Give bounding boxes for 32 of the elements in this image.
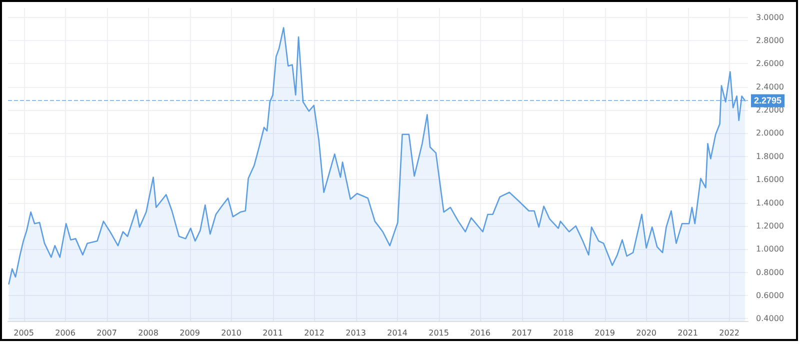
y-tick-label: 0.6000 <box>756 290 784 300</box>
x-tick-label: 2021 <box>678 328 698 338</box>
y-tick-label: 0.8000 <box>756 268 784 277</box>
y-tick-label: 2.6000 <box>756 59 784 68</box>
y-tick-label: 0.4000 <box>756 314 784 324</box>
x-tick-label: 2017 <box>512 328 532 338</box>
x-tick-label: 2014 <box>387 328 408 338</box>
x-tick-label: 2009 <box>180 328 200 338</box>
x-tick-label: 2007 <box>96 328 117 338</box>
x-tick-label: 2019 <box>594 328 615 338</box>
x-tick-label: 2016 <box>470 328 490 338</box>
y-tick-label: 2.8000 <box>756 36 784 45</box>
x-tick-label: 2013 <box>346 328 366 338</box>
x-tick-label: 2011 <box>262 328 283 338</box>
x-tick-label: 2006 <box>55 328 76 338</box>
y-tick-label: 1.2000 <box>756 221 784 230</box>
x-tick-label: 2020 <box>636 328 656 338</box>
y-tick-label: 1.6000 <box>756 175 784 184</box>
ref-line-label: 2.2795 <box>754 96 782 106</box>
y-tick-label: 1.0000 <box>756 244 784 254</box>
x-tick-label: 2012 <box>304 328 324 338</box>
y-tick-label: 1.4000 <box>756 198 784 208</box>
y-tick-label: 1.8000 <box>756 152 784 161</box>
y-tick-label: 2.0000 <box>756 128 784 138</box>
x-tick-label: 2010 <box>221 328 242 338</box>
x-tick-label: 2008 <box>138 328 158 338</box>
x-tick-label: 2018 <box>553 328 574 338</box>
y-tick-label: 3.0000 <box>756 12 784 22</box>
x-tick-label: 2022 <box>719 328 740 338</box>
y-tick-label: 2.4000 <box>756 82 784 92</box>
x-tick-label: 2015 <box>428 328 449 338</box>
x-tick-label: 2005 <box>14 328 34 338</box>
